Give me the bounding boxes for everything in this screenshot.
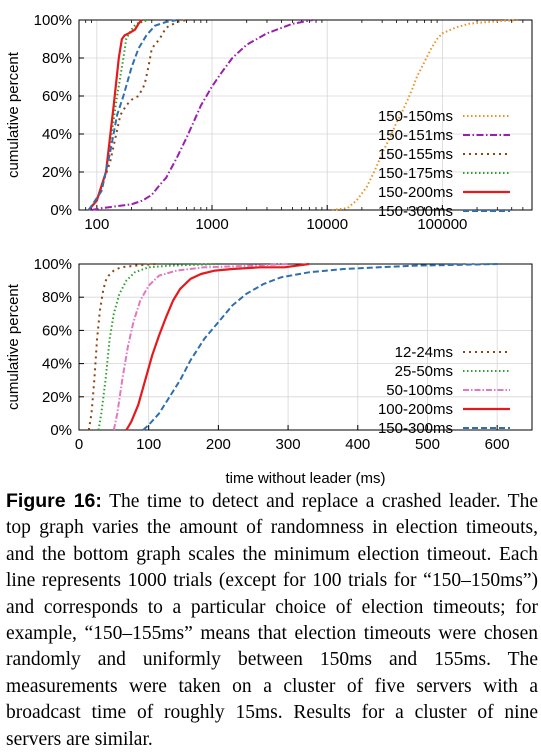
x-tick-label: 500: [415, 436, 440, 453]
x-tick-label: 0: [75, 436, 83, 453]
legend-label: 100-200ms: [378, 401, 453, 418]
x-tick-label: 10000: [306, 216, 348, 233]
x-tick-label: 600: [485, 436, 510, 453]
y-axis-label: cumulative percent: [5, 51, 22, 178]
series-line-100-200ms: [125, 262, 310, 431]
series-line-150-300ms: [87, 19, 178, 211]
legend-label: 150-150ms: [378, 108, 453, 125]
chart-panel-2: 0% 20% 40% 60% 80% 100% 0 100 200 300 400 500 600 cum…: [5, 256, 533, 487]
plot-frame: [78, 19, 533, 211]
legend-label: 50-100ms: [386, 382, 453, 399]
series-line-25-50ms: [97, 263, 219, 431]
caption-label: Figure 16:: [6, 490, 102, 512]
legend-label: 150-200ms: [378, 184, 453, 201]
chart-panel-1: 0% 20% 40% 60% 80% 100% 100 1000 10000 100000 cumu…: [5, 12, 533, 233]
legend-label: 150-175ms: [378, 165, 453, 182]
plot-frame: [78, 263, 533, 431]
legend-label: 12-24ms: [395, 344, 453, 361]
x-tick-label: 1000: [195, 216, 228, 233]
legend-label: 150-300ms: [378, 420, 453, 437]
series-line-150-151ms: [91, 19, 313, 211]
y-axis-label: cumulative percent: [5, 283, 22, 410]
legend-label: 150-155ms: [378, 146, 453, 163]
legend-label: 150-300ms: [378, 203, 453, 220]
y-tick-label: 100%: [34, 12, 72, 29]
figure-caption: Figure 16: The time to detect and replac…: [6, 488, 538, 753]
x-tick-label: 400: [345, 436, 370, 453]
series-line-12-24ms: [87, 263, 156, 431]
x-tick-label: 100: [136, 436, 161, 453]
y-tick-label: 40%: [42, 126, 72, 143]
x-tick-label: 300: [276, 436, 301, 453]
series-line-50-100ms: [112, 263, 289, 431]
y-tick-label: 40%: [42, 356, 72, 373]
y-tick-label: 100%: [34, 256, 72, 273]
y-tick-label: 60%: [42, 88, 72, 105]
y-tick-label: 80%: [42, 50, 72, 67]
caption-text: The time to detect and replace a crashed…: [6, 491, 538, 750]
y-tick-label: 0%: [50, 422, 72, 439]
series-line-150-150ms: [331, 19, 518, 211]
y-tick-label: 20%: [42, 164, 72, 181]
figure: 0%20%40%60%80%100%100 1000 10000 100000cumu…: [5, 12, 533, 487]
series-line-150-175ms: [87, 19, 149, 211]
y-tick-label: 80%: [42, 289, 72, 306]
series-line-150-300ms: [142, 263, 498, 431]
x-tick-label: 100000: [417, 216, 467, 233]
x-tick-label: 100: [84, 216, 109, 233]
x-tick-label: 200: [206, 436, 231, 453]
series-line-150-155ms: [87, 19, 187, 211]
legend-label: 25-50ms: [395, 363, 453, 380]
y-tick-label: 0%: [50, 202, 72, 219]
legend-label: 150-151ms: [378, 127, 453, 144]
y-tick-label: 60%: [42, 322, 72, 339]
x-axis-label: time without leader (ms): [225, 470, 385, 487]
y-tick-label: 20%: [42, 389, 72, 406]
